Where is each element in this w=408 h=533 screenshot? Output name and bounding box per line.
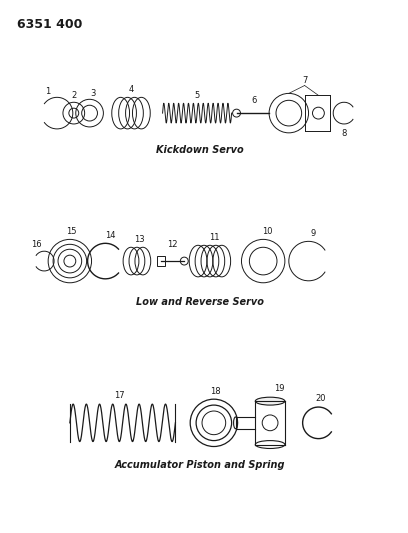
Text: 19: 19 — [274, 384, 284, 393]
Text: 14: 14 — [105, 231, 115, 240]
Text: 17: 17 — [114, 391, 124, 400]
Text: 10: 10 — [262, 228, 273, 237]
Circle shape — [233, 109, 240, 117]
Text: 8: 8 — [341, 129, 347, 138]
Text: 18: 18 — [211, 387, 221, 396]
Text: 4: 4 — [129, 85, 134, 94]
Text: 20: 20 — [315, 394, 326, 403]
Text: 5: 5 — [195, 91, 200, 100]
Text: 1: 1 — [46, 87, 51, 96]
Ellipse shape — [255, 441, 285, 448]
Text: 11: 11 — [208, 233, 219, 243]
Ellipse shape — [255, 397, 285, 405]
Text: Kickdown Servo: Kickdown Servo — [156, 144, 244, 155]
Text: 16: 16 — [31, 240, 42, 249]
Text: 15: 15 — [67, 228, 77, 237]
Text: 7: 7 — [302, 76, 307, 85]
Text: 3: 3 — [90, 90, 95, 98]
Text: Low and Reverse Servo: Low and Reverse Servo — [136, 296, 264, 306]
Ellipse shape — [234, 417, 237, 429]
Text: 12: 12 — [167, 240, 178, 249]
Text: 2: 2 — [71, 91, 76, 100]
Text: 6: 6 — [252, 96, 257, 105]
Text: 6351 400: 6351 400 — [17, 19, 82, 31]
Text: 13: 13 — [135, 235, 145, 244]
Text: Accumulator Piston and Spring: Accumulator Piston and Spring — [115, 461, 285, 470]
Bar — [157, 256, 164, 266]
Text: 9: 9 — [311, 229, 316, 238]
